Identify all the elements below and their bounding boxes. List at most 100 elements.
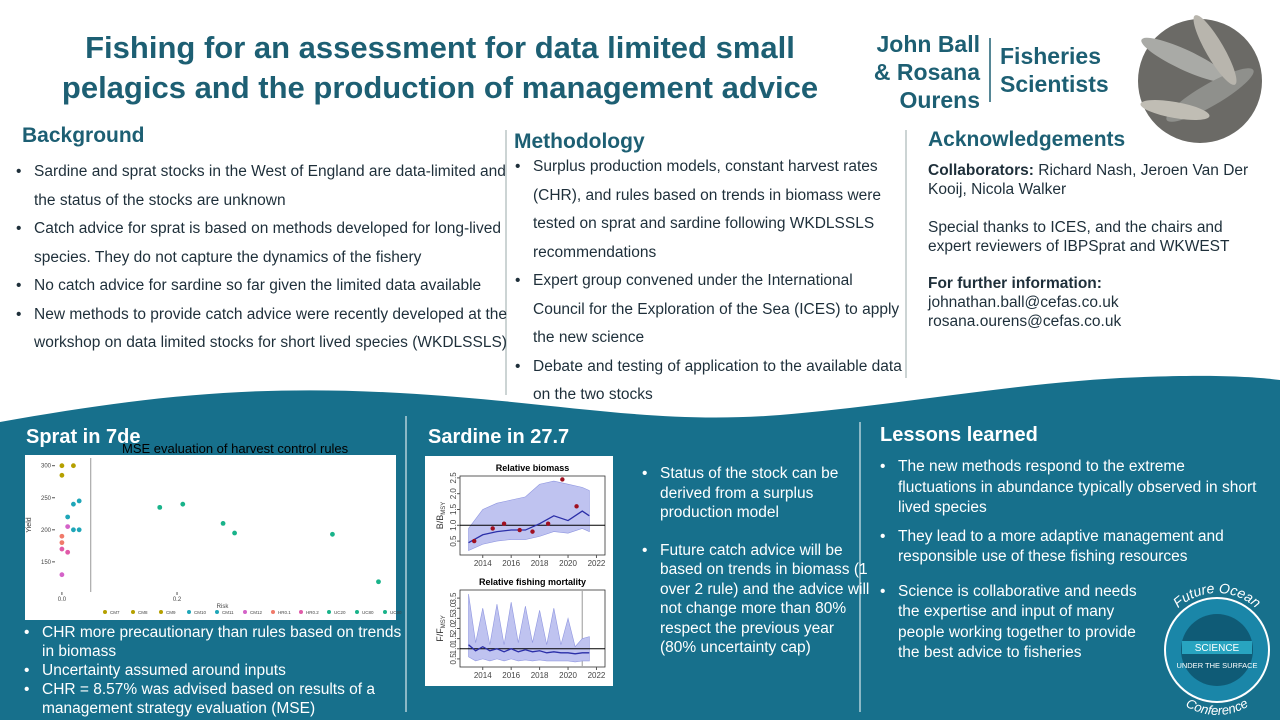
uncertainty-band [468,480,590,552]
point [59,472,65,478]
x-tick-label: 2020 [559,671,577,680]
y-axis-label-sub: MSY [441,502,447,515]
observation [490,526,495,531]
bullet-list: Status of the stock can be derived from … [642,464,870,658]
y-tick-label: 300 [41,464,52,470]
bullet-item: Future catch advice will be based on tre… [642,541,870,658]
point [157,504,163,510]
bullet-list: CHR more precautionary than rules based … [24,623,412,718]
email: rosana.ourens@cefas.co.uk [928,313,1122,330]
observation [574,504,579,509]
point [65,514,71,520]
bullet-item: Status of the stock can be derived from … [642,464,870,523]
section-heading: Methodology [514,130,645,153]
point [59,572,65,578]
y-axis-label: Yield [26,517,33,532]
legend-label: CM9 [166,610,176,615]
x-tick-label: 2022 [588,671,606,680]
bullet-item: Debate and testing of application to the… [515,353,908,410]
y-tick-label: 3.0 [449,602,458,614]
y-tick-label: 0.5 [449,653,458,665]
affiliation-line: Scientists [1000,71,1109,97]
y-axis-label: B/BMSY [435,502,447,530]
logo-text: Conference [1184,695,1251,718]
legend-swatch [327,610,331,614]
y-axis-label-text: Yield [26,517,33,532]
point [59,540,65,546]
median-line [468,510,590,544]
legend-swatch [103,610,107,614]
y-tick-label: 2.5 [449,612,458,624]
legend-swatch [271,610,275,614]
label: Collaborators: [928,162,1034,179]
x-tick-label: 2020 [559,559,577,568]
legend-label: HR0.1 [278,610,291,615]
collaborators: Collaborators: Richard Nash, Jeroen Van … [928,161,1258,199]
observation [560,477,565,482]
uncertainty-band [468,594,590,663]
legend-swatch [355,610,359,614]
bullet-item: Surplus production models, constant harv… [515,153,908,267]
figure-title: MSE evaluation of harvest control rules [122,441,349,456]
x-tick-label: 2018 [531,671,549,680]
legend-swatch [215,610,219,614]
affiliation: Fisheries Scientists [1000,42,1120,98]
bullet-item: The new methods respond to the extreme f… [880,457,1258,519]
section-heading: Sardine in 27.7 [428,426,570,448]
point [376,579,381,585]
legend-swatch [131,610,135,614]
point [220,520,226,526]
y-tick-label: 1.5 [449,633,458,645]
point [330,531,335,537]
point [65,524,71,530]
y-axis-label-text: F/F [435,628,445,642]
point [76,498,82,504]
bullet-item: New methods to provide catch advice were… [16,301,512,358]
logo-text: UNDER THE SURFACE [1176,661,1257,670]
affiliation-line: Fisheries [1000,43,1101,69]
point [71,501,76,507]
text: Richard Nash, Jeroen Van Der Kooij, Nico… [928,162,1249,198]
legend-label: UC80 [362,610,374,615]
observation [472,538,477,544]
bullet-item: Catch advice for sprat is based on metho… [16,215,512,272]
y-tick-label: 1.0 [449,519,458,531]
legend-swatch [243,610,247,614]
bullet-item: CHR = 8.57% was advised based on results… [24,680,412,718]
section-heading: Sprat in 7de [26,426,141,448]
email: johnathan.ball@cefas.co.uk [928,294,1119,311]
y-tick-label: 2.0 [449,622,458,634]
author-line: John Ball [876,31,980,57]
section-heading: Background [22,124,145,147]
bullet-item: Science is collaborative and needs the e… [880,582,1138,664]
section-heading: Acknowledgements [928,128,1126,151]
bullet-list: Surplus production models, constant harv… [515,153,908,410]
observation [545,521,551,526]
fish-photo [1138,15,1262,143]
y-tick-label: 250 [41,496,52,502]
x-tick-label: 2014 [474,559,492,568]
legend-swatch [187,610,191,614]
point [232,530,237,536]
observation [530,529,535,534]
y-axis-label-text: B/B [435,515,445,530]
point [76,527,82,533]
x-tick-label: 2016 [502,559,520,568]
point [65,549,71,555]
y-tick-label: 2.5 [449,472,458,484]
bullet-item: Expert group convened under the Internat… [515,267,908,353]
legend-label: CM12 [250,610,263,615]
legend-swatch [159,610,163,614]
y-tick-label: 1.5 [449,503,458,515]
figure-title: Relative biomass [496,463,570,473]
x-tick-label: 2018 [531,559,549,568]
point [71,463,76,469]
bullet-list: The new methods respond to the extreme f… [880,457,1258,664]
observation [501,521,507,526]
legend-label: CM11 [222,610,234,615]
x-tick-label: 0.2 [173,597,182,603]
label: For further information: [928,275,1102,292]
author-line: & Rosana [873,59,980,85]
y-axis-label-sub: MSY [441,615,447,628]
